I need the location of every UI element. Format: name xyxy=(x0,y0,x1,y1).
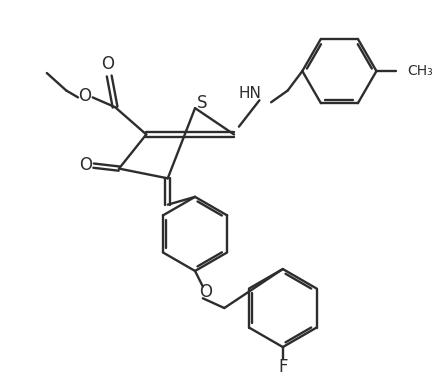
Text: CH₃: CH₃ xyxy=(408,64,433,78)
Text: O: O xyxy=(78,87,92,105)
Text: O: O xyxy=(101,55,114,73)
Text: O: O xyxy=(79,155,92,173)
Text: F: F xyxy=(278,358,288,376)
Text: O: O xyxy=(199,283,212,301)
Text: S: S xyxy=(197,94,207,112)
Text: HN: HN xyxy=(238,86,261,101)
